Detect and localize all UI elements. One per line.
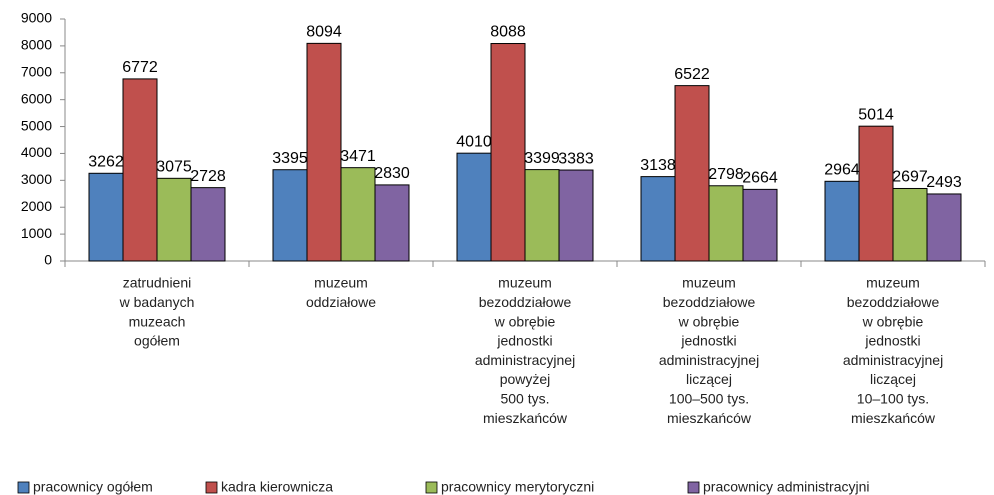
value-label: 3262 [88,154,124,171]
legend-swatch [687,481,700,494]
x-tick-label: administracyjnej [659,352,759,368]
value-label: 2728 [190,168,226,185]
value-label: 3075 [156,159,192,176]
legend-label: pracownicy administracyjni [703,479,870,495]
x-tick-label: liczącej [686,371,732,387]
value-label: 2798 [708,166,744,183]
value-label: 5014 [858,106,894,123]
x-tick-label: muzeach [129,313,186,329]
x-tick-label: w obrębie [494,313,556,329]
y-tick-label: 6000 [21,90,52,106]
value-label: 2964 [824,162,860,179]
bar [858,125,894,262]
bar [892,187,928,262]
y-tick-label: 3000 [21,171,52,187]
bar [824,180,860,262]
value-label: 3471 [340,148,376,165]
y-tick-label: 2000 [21,198,52,214]
bar [340,167,376,262]
y-tick-label: 7000 [21,63,52,79]
y-tick-label: 0 [44,252,52,268]
bar [374,184,410,262]
x-tick-label: powyżej [500,371,551,387]
value-label: 3395 [272,150,308,167]
x-tick-label: 100–500 tys. [669,391,749,407]
value-label: 2830 [374,165,410,182]
legend-swatch [205,481,218,494]
value-label: 4010 [456,133,492,150]
legend-swatch [425,481,438,494]
x-tick-label: muzeum [866,275,920,291]
bar [742,188,778,262]
bar [708,185,744,262]
bar [306,42,342,262]
x-tick-label: bezoddziałowe [847,294,940,310]
bar [272,169,308,262]
x-tick-label: liczącej [870,371,916,387]
x-tick-label: jednostki [680,333,736,349]
bar [122,78,158,262]
value-label: 2664 [742,170,778,187]
value-label: 2493 [926,174,962,191]
x-tick-label: muzeum [682,275,736,291]
legend-label: pracownicy ogółem [33,479,153,495]
x-tick-label: muzeum [498,275,552,291]
x-tick-label: mieszkańców [483,410,568,426]
value-label: 3138 [640,157,676,174]
y-tick-label: 9000 [21,10,52,26]
x-tick-label: w obrębie [862,313,924,329]
bar [156,177,192,262]
x-tick-label: oddziałowe [306,294,376,310]
value-label: 3399 [524,150,560,167]
bar [640,176,676,262]
value-label: 8088 [490,24,526,41]
x-tick-label: muzeum [314,275,368,291]
x-tick-label: ogółem [134,333,180,349]
x-tick-label: mieszkańców [667,410,752,426]
x-tick-label: jednostki [864,333,920,349]
x-tick-label: administracyjnej [475,352,575,368]
bar [926,193,962,262]
value-label: 6772 [122,59,158,76]
value-label: 2697 [892,169,928,186]
bar [674,85,710,262]
x-tick-label: mieszkańców [851,410,936,426]
bar [524,169,560,262]
bar [88,172,124,262]
x-tick-label: bezoddziałowe [479,294,572,310]
bar [456,152,492,262]
x-tick-label: 500 tys. [500,391,549,407]
value-label: 3383 [558,150,594,167]
bar [490,43,526,262]
value-label: 8094 [306,24,342,41]
legend-label: pracownicy merytoryczni [441,479,594,495]
legend-label: kadra kierownicza [221,479,333,495]
y-tick-label: 8000 [21,37,52,53]
value-label: 6522 [674,66,710,83]
x-tick-label: 10–100 tys. [857,391,929,407]
y-tick-label: 1000 [21,225,52,241]
x-tick-label: administracyjnej [843,352,943,368]
y-tick-label: 4000 [21,144,52,160]
legend-swatch [17,481,30,494]
x-tick-label: w obrębie [678,313,740,329]
x-tick-label: jednostki [496,333,552,349]
bar [190,187,226,262]
y-tick-label: 5000 [21,117,52,133]
x-tick-label: w badanych [119,294,195,310]
x-tick-label: zatrudnieni [123,275,192,291]
bar [558,169,594,262]
x-tick-label: bezoddziałowe [663,294,756,310]
